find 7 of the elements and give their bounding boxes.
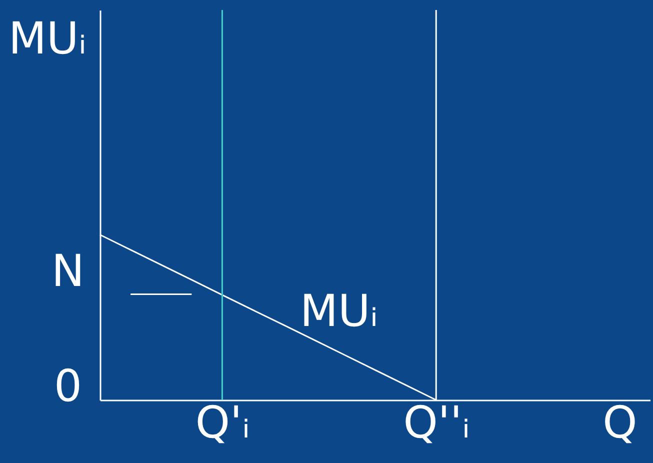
x-tick-label: Q''ᵢ (403, 398, 470, 448)
y-axis-title: MUᵢ (8, 14, 87, 64)
text: N (52, 246, 84, 297)
x-tick-label: Q'ᵢ (195, 398, 250, 448)
text: 0 (54, 361, 82, 412)
annotation: MUᵢ (300, 286, 378, 337)
x-tick-label: Q (602, 398, 638, 448)
